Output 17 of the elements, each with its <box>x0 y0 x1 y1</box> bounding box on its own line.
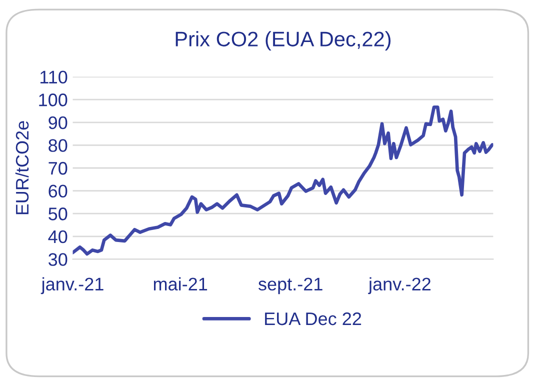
x-tick-label: mai-21 <box>154 277 208 291</box>
y-tick-label: 40 <box>48 230 68 244</box>
y-tick-label: 30 <box>48 253 68 266</box>
y-tick-label: 70 <box>48 162 68 175</box>
y-tick-label: 90 <box>48 116 68 130</box>
line-series <box>72 105 494 256</box>
y-tick-label: 80 <box>48 139 68 152</box>
y-tick-label: 110 <box>40 70 68 84</box>
y-tick-label: 100 <box>39 94 68 106</box>
x-tick-label: sept.-21 <box>258 278 322 294</box>
legend-label: EUA Dec 22 <box>265 312 362 326</box>
y-tick-label: 60 <box>48 184 68 198</box>
y-tick-label: 50 <box>48 208 68 220</box>
chart-title: Prix CO2 (EUA Dec,22) <box>176 31 391 51</box>
y-axis-title: EUR/tCO2e <box>15 121 29 214</box>
x-tick-label: janv.-21 <box>40 277 104 294</box>
x-tick-label: janv.-22 <box>368 277 431 294</box>
